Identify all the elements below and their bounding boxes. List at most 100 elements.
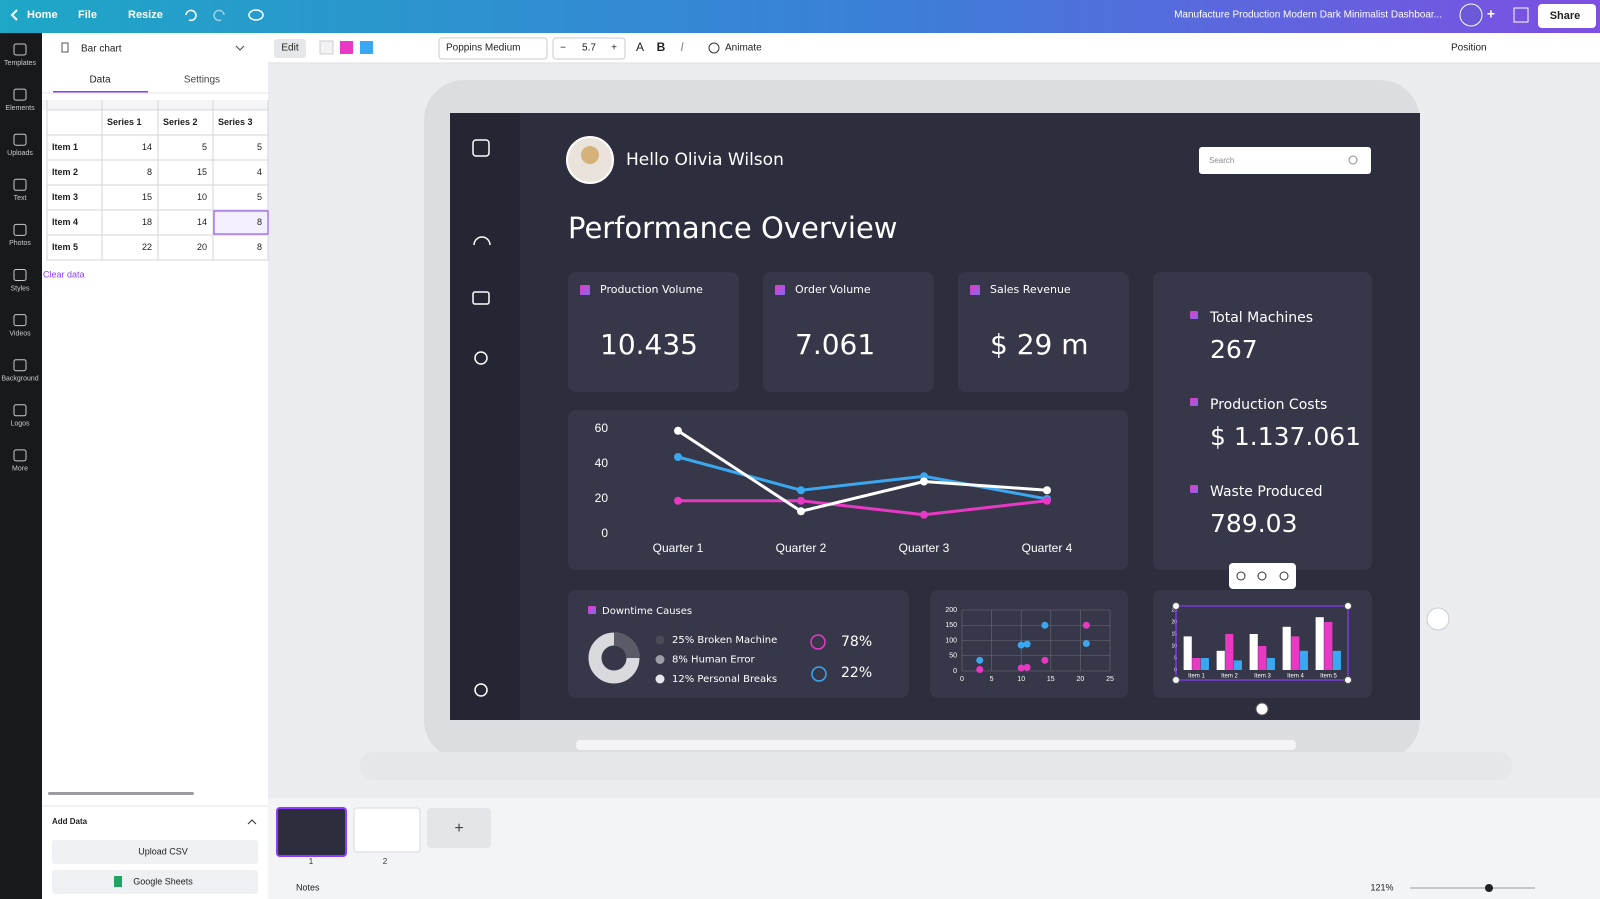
color-swatch[interactable] — [360, 41, 373, 54]
table-cell[interactable]: 22 — [142, 242, 152, 252]
bold[interactable]: B — [657, 40, 666, 54]
rail-label[interactable]: Text — [14, 195, 27, 202]
home-button[interactable]: Home — [27, 9, 58, 21]
data-tab[interactable]: Data — [89, 75, 111, 86]
element-action[interactable] — [1236, 571, 1246, 581]
row-header[interactable]: Item 3 — [52, 192, 78, 202]
column-header[interactable]: Series 2 — [163, 117, 198, 127]
rail-icon[interactable] — [13, 43, 27, 56]
element-action[interactable] — [1257, 571, 1267, 581]
google-sheets-button[interactable] — [52, 870, 258, 894]
table-cell[interactable]: 4 — [257, 167, 262, 177]
settings-tab[interactable]: Settings — [184, 75, 220, 86]
animate-icon[interactable] — [708, 42, 720, 54]
column-header[interactable]: Series 1 — [107, 117, 142, 127]
dropdown-icon[interactable] — [235, 45, 245, 51]
file-menu[interactable]: File — [78, 9, 97, 21]
refresh-button[interactable] — [1426, 607, 1450, 631]
row-header[interactable]: Item 4 — [52, 217, 78, 227]
table-cell[interactable]: 5 — [257, 192, 262, 202]
notes-button[interactable]: Notes — [296, 882, 320, 892]
table-cell[interactable]: 5 — [202, 142, 207, 152]
rail-icon[interactable] — [13, 314, 27, 327]
table-cell[interactable]: 8 — [257, 217, 262, 227]
table-cell[interactable]: 8 — [147, 167, 152, 177]
page-thumbnail[interactable] — [353, 807, 421, 853]
rail-label[interactable]: Elements — [5, 105, 35, 112]
rotate-handle[interactable] — [1255, 702, 1269, 716]
rail-icon[interactable] — [13, 404, 27, 417]
rail-icon[interactable] — [13, 449, 27, 462]
table-cell[interactable]: 15 — [142, 192, 152, 202]
avatar[interactable] — [1459, 3, 1483, 27]
rail-label[interactable]: More — [12, 466, 28, 473]
rail-label[interactable]: Photos — [9, 240, 31, 247]
add-page-icon[interactable]: + — [454, 820, 463, 837]
resize-handle[interactable] — [1172, 676, 1180, 684]
row-header[interactable]: Item 5 — [52, 242, 78, 252]
rail-label[interactable]: Background — [1, 376, 38, 383]
share-button[interactable] — [1538, 4, 1596, 28]
resize-handle[interactable] — [1344, 602, 1352, 610]
font-decrease[interactable]: − — [560, 43, 566, 54]
font-size[interactable]: 5.7 — [582, 43, 596, 54]
zoom-handle[interactable] — [1485, 884, 1493, 892]
rail-icon[interactable] — [13, 133, 27, 146]
upload-csv-button[interactable] — [52, 840, 258, 864]
color-swatch[interactable] — [340, 41, 353, 54]
resize-button[interactable]: Resize — [128, 9, 163, 21]
upload-csv-label[interactable]: Upload CSV — [138, 846, 188, 856]
row-header[interactable]: Item 1 — [52, 142, 78, 152]
table-cell[interactable]: 15 — [197, 167, 207, 177]
redo-icon[interactable] — [213, 9, 225, 22]
insights-icon[interactable] — [1513, 7, 1529, 23]
rail-icon[interactable] — [13, 88, 27, 101]
table-cell[interactable]: 10 — [197, 192, 207, 202]
clear-data[interactable]: Clear data — [43, 269, 85, 279]
add-page[interactable] — [427, 808, 491, 848]
share-label[interactable]: Share — [1550, 10, 1581, 22]
resize-handle[interactable] — [1344, 676, 1352, 684]
chart-type[interactable]: Bar chart — [81, 44, 122, 55]
rail-icon[interactable] — [13, 178, 27, 191]
table-cell[interactable]: 14 — [197, 217, 207, 227]
color-swatch[interactable] — [319, 40, 334, 55]
font-size-box[interactable] — [552, 37, 626, 60]
rail-label[interactable]: Templates — [4, 60, 36, 67]
add-person[interactable]: + — [1487, 6, 1495, 22]
rail-label[interactable]: Uploads — [7, 150, 33, 157]
scrollbar[interactable] — [48, 792, 194, 795]
table-cell[interactable]: 8 — [257, 242, 262, 252]
element-action[interactable] — [1279, 571, 1289, 581]
document-title[interactable]: Manufacture Production Modern Dark Minim… — [1174, 10, 1442, 21]
zoom-level[interactable]: 121% — [1370, 882, 1393, 892]
element-toolbar[interactable] — [1229, 563, 1296, 589]
row-header[interactable]: Item 2 — [52, 167, 78, 177]
rail-label[interactable]: Videos — [9, 330, 31, 337]
collapse-icon[interactable] — [247, 819, 257, 825]
google-sheets-label[interactable]: Google Sheets — [133, 876, 193, 886]
font-selector[interactable] — [438, 37, 548, 60]
italic[interactable]: I — [680, 40, 684, 54]
animate-button[interactable]: Animate — [725, 43, 762, 54]
text-color[interactable]: A — [636, 40, 644, 54]
font-increase[interactable]: + — [611, 43, 617, 54]
table-cell[interactable]: 20 — [197, 242, 207, 252]
edit-label[interactable]: Edit — [281, 43, 298, 54]
page-thumbnail[interactable] — [276, 807, 347, 857]
column-header[interactable]: Series 3 — [218, 117, 253, 127]
rail-label[interactable]: Logos — [10, 421, 30, 428]
table-cell[interactable]: 18 — [142, 217, 152, 227]
undo-icon[interactable] — [185, 9, 197, 22]
selection-box[interactable] — [1175, 605, 1349, 681]
rail-icon[interactable] — [13, 359, 27, 372]
font-name[interactable]: Poppins Medium — [446, 43, 520, 54]
rail-label[interactable]: Styles — [10, 285, 30, 292]
edit-button[interactable] — [274, 39, 306, 58]
position-button[interactable]: Position — [1451, 43, 1487, 54]
resize-handle[interactable] — [1172, 602, 1180, 610]
back-icon[interactable] — [10, 9, 18, 21]
table-cell[interactable]: 5 — [257, 142, 262, 152]
cloud-icon[interactable] — [248, 9, 264, 21]
rail-icon[interactable] — [13, 223, 27, 236]
